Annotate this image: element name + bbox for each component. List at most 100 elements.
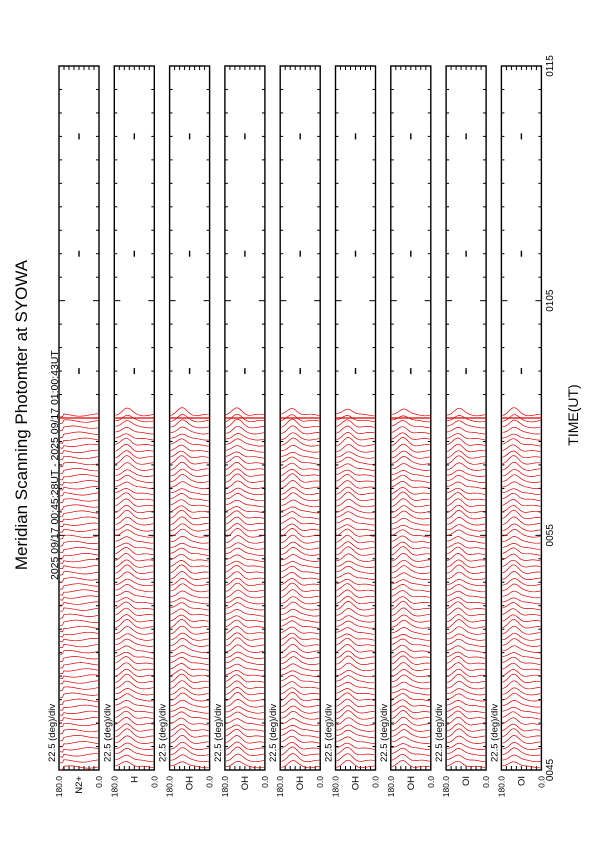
scan-trace [115,626,154,635]
scan-trace [225,493,264,502]
scan-trace [115,645,154,653]
scan-trace [170,754,209,763]
scan-trace [336,528,375,537]
scan-trace [59,510,99,517]
scan-trace [446,597,486,605]
scan-trace [59,522,99,528]
scan-trace [170,444,209,453]
scan-trace [446,710,486,719]
scan-trace [225,523,264,532]
scan-trace [281,681,320,689]
scan-trace [59,753,99,758]
scan-trace [336,742,375,750]
scan-trace [170,419,209,429]
scan-trace [170,528,209,538]
scan-trace [225,729,264,738]
scan-trace [281,620,320,629]
scan-trace [447,469,486,477]
scan-trace [446,559,486,568]
scan-trace [170,505,209,513]
scan-trace [447,693,486,702]
scan-trace [225,644,264,653]
scan-trace [281,615,320,623]
scan-trace [281,675,320,684]
scan-trace [336,425,375,434]
scan-trace [502,438,541,447]
scan-trace [225,615,264,623]
scan-trace [336,724,375,732]
scan-trace [447,590,486,599]
scan-trace [502,747,541,757]
scan-trace [446,760,486,768]
scan-trace [225,433,264,441]
scan-trace [225,718,264,726]
scan-trace [59,443,99,449]
scan-trace [502,450,541,459]
panel-8: 22.5 (deg)/div 180.0 0.0 OI [434,65,491,798]
scan-trace [447,481,486,489]
scan-trace [115,559,154,568]
scan-trace [115,693,154,702]
scan-trace [391,674,430,684]
scan-trace [281,729,320,738]
scan-trace [336,620,375,629]
scan-trace [391,529,430,538]
scan-trace [502,742,541,750]
scan-trace [336,669,375,678]
scan-trace [447,415,486,423]
scan-trace [225,510,264,519]
scan-trace [281,626,320,635]
scan-trace [60,698,98,705]
scan-trace [115,590,154,599]
scan-trace [336,675,375,684]
scan-trace [59,486,98,491]
scan-trace [447,524,486,532]
scan-trace [59,674,99,679]
scan-trace [170,560,209,568]
scan-trace [170,692,209,702]
scan-trace [391,474,430,483]
scan-trace [281,718,320,726]
scan-trace [225,706,264,714]
scan-trace [60,431,98,438]
y-tick-label-0: 0.0 [260,776,270,788]
scan-trace [336,595,375,605]
scan-trace [170,516,209,526]
scan-trace [225,597,264,605]
scan-trace [391,437,430,447]
scan-trace [115,455,154,465]
scan-trace [502,571,541,580]
scan-trace [336,560,375,568]
scan-trace [391,491,430,501]
scan-trace [281,432,320,441]
scan-trace [502,407,541,417]
scan-trace [447,517,486,526]
scan-trace [225,542,264,550]
scan-trace [336,546,375,556]
scan-trace [336,627,375,635]
scan-trace [336,578,375,586]
scan-trace [391,688,430,696]
scan-trace [115,710,154,720]
scan-trace [59,638,99,643]
scan-trace [115,584,154,593]
scan-trace [281,414,320,422]
y-tick-label-180: 180.0 [441,776,451,798]
y-tick-label-180: 180.0 [220,776,230,798]
scan-trace [170,450,209,458]
scan-trace [225,619,264,628]
scan-trace [281,663,320,672]
scan-trace [170,747,209,757]
scan-trace [391,450,430,459]
scan-trace [502,488,541,496]
x-axis-label: TIME(UT) [565,384,581,445]
scan-trace [225,735,264,744]
scan-trace [281,565,320,574]
scan-trace [447,536,486,544]
scan-trace [502,735,541,744]
scan-trace [281,462,320,471]
scan-trace [336,759,375,769]
scan-trace [115,673,154,684]
scan-trace [281,742,320,750]
scan-trace [170,547,209,556]
